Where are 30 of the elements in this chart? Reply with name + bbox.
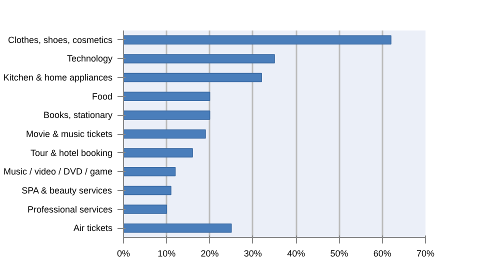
x-tick-label: 50%	[330, 248, 348, 258]
x-tick-label: 0%	[116, 248, 130, 258]
y-tick-label: Food	[92, 91, 112, 102]
x-tick-label: 10%	[158, 248, 176, 258]
bar	[124, 148, 193, 158]
bar	[124, 72, 262, 82]
bar	[124, 186, 172, 196]
y-tick-label: Professional services	[27, 204, 113, 214]
y-tick-label: Music / video / DVD / game	[3, 166, 113, 177]
x-tick-label: 60%	[373, 248, 392, 258]
bar	[124, 129, 206, 139]
y-tick-label: Air tickets	[73, 223, 113, 234]
x-tick-label: 40%	[287, 248, 306, 258]
y-tick-label: Technology	[66, 54, 113, 64]
bar	[124, 167, 176, 176]
bar	[124, 110, 210, 120]
y-tick-label: Books, stationary	[43, 110, 113, 120]
y-tick-label: Movie & music tickets	[26, 129, 113, 139]
bar	[124, 92, 210, 101]
y-tick-label: Kitchen & home appliances	[3, 72, 113, 83]
x-tick-label: 70%	[416, 248, 435, 258]
y-tick-label: Tour & hotel booking	[30, 148, 113, 158]
bar	[124, 204, 168, 214]
bar	[124, 223, 232, 233]
y-tick-label: Clothes, shoes, cosmetics	[8, 34, 113, 45]
y-tick-label: SPA & beauty services	[22, 185, 113, 196]
bar	[124, 35, 392, 45]
bar	[124, 54, 275, 64]
x-tick-label: 20%	[200, 248, 219, 258]
x-tick-label: 30%	[244, 248, 262, 258]
